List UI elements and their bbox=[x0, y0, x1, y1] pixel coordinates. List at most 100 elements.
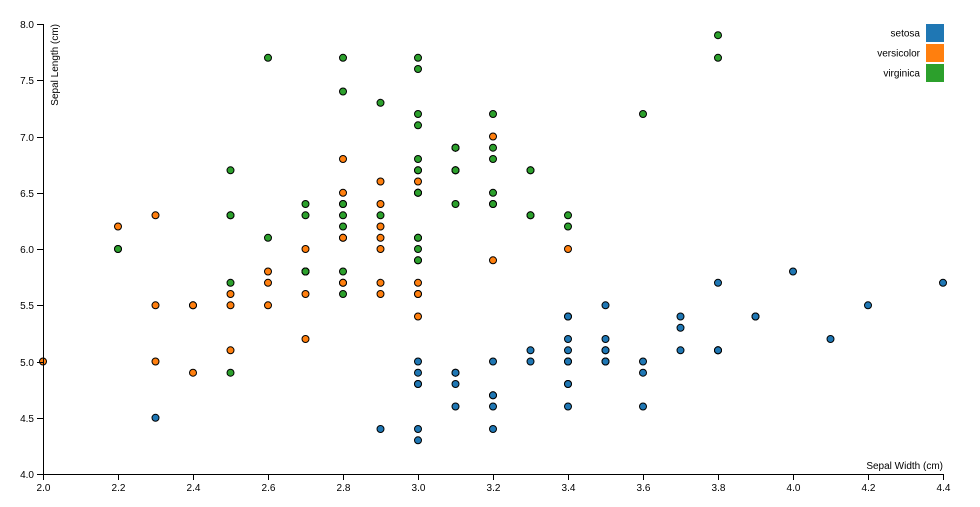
data-point-virginica bbox=[414, 233, 422, 242]
data-point-virginica bbox=[639, 110, 647, 118]
data-point-versicolor bbox=[301, 290, 310, 298]
data-point-virginica bbox=[564, 222, 572, 231]
data-point-virginica bbox=[414, 121, 422, 130]
data-point-setosa bbox=[489, 402, 497, 411]
data-point-setosa bbox=[676, 312, 685, 321]
x-tick-label: 2.0 bbox=[37, 483, 51, 494]
data-point-versicolor bbox=[226, 290, 235, 298]
data-point-setosa bbox=[789, 267, 797, 276]
data-point-setosa bbox=[939, 278, 947, 287]
data-point-virginica bbox=[489, 155, 497, 163]
data-point-virginica bbox=[414, 166, 422, 175]
data-point-versicolor bbox=[226, 301, 235, 310]
data-point-setosa bbox=[564, 335, 572, 343]
data-point-virginica bbox=[376, 211, 385, 220]
legend-swatch bbox=[926, 64, 944, 82]
data-point-setosa bbox=[414, 425, 422, 433]
data-point-virginica bbox=[414, 188, 422, 197]
data-point-versicolor bbox=[264, 278, 272, 287]
data-point-versicolor bbox=[339, 188, 347, 197]
data-point-virginica bbox=[226, 211, 235, 220]
data-point-setosa bbox=[414, 380, 422, 388]
data-point-virginica bbox=[264, 233, 272, 242]
data-point-versicolor bbox=[189, 301, 197, 310]
x-tick-label: 2.6 bbox=[262, 483, 276, 494]
x-tick-label: 3.8 bbox=[712, 483, 726, 494]
data-point-virginica bbox=[526, 211, 535, 220]
legend-item-versicolor: versicolor bbox=[877, 44, 944, 62]
y-tick-label: 5.0 bbox=[20, 358, 34, 369]
x-axis: 2.0 2.2 2.4 2.6 2.8 3.0 3.2 3.4 3.6 3.8 4.0 4.2 4.4 bbox=[37, 474, 951, 494]
data-point-virginica bbox=[339, 222, 347, 231]
data-point-setosa bbox=[526, 357, 535, 366]
data-point-virginica bbox=[301, 211, 310, 220]
data-point-setosa bbox=[489, 357, 497, 366]
data-point-versicolor bbox=[264, 267, 272, 276]
data-point-setosa bbox=[601, 335, 610, 343]
y-tick-label: 6.0 bbox=[20, 245, 34, 256]
legend-label: versicolor bbox=[877, 49, 920, 60]
data-point-setosa bbox=[639, 368, 647, 377]
y-tick-label: 4.0 bbox=[20, 470, 34, 481]
data-point-virginica bbox=[301, 200, 310, 208]
data-point-setosa bbox=[564, 357, 572, 366]
data-point-versicolor bbox=[189, 368, 197, 377]
data-point-virginica bbox=[451, 200, 460, 208]
data-point-setosa bbox=[601, 346, 610, 355]
legend-label: setosa bbox=[891, 29, 921, 40]
data-point-setosa bbox=[564, 402, 572, 411]
data-point-versicolor bbox=[114, 222, 122, 231]
data-point-virginica bbox=[226, 166, 235, 175]
data-point-virginica bbox=[414, 53, 422, 62]
data-point-setosa bbox=[151, 413, 160, 422]
data-point-setosa bbox=[414, 357, 422, 366]
data-point-virginica bbox=[339, 200, 347, 208]
data-point-virginica bbox=[301, 267, 310, 276]
legend-label: virginica bbox=[883, 69, 920, 80]
legend-swatch bbox=[926, 24, 944, 42]
data-point-setosa bbox=[451, 380, 460, 388]
data-point-versicolor bbox=[339, 233, 347, 242]
data-point-versicolor bbox=[376, 222, 385, 231]
data-point-setosa bbox=[826, 335, 835, 343]
data-point-virginica bbox=[414, 65, 422, 73]
x-tick-label: 3.4 bbox=[562, 483, 576, 494]
data-point-virginica bbox=[451, 143, 460, 152]
data-point-virginica bbox=[226, 368, 235, 377]
plot-points bbox=[39, 31, 947, 445]
data-point-setosa bbox=[451, 368, 460, 377]
data-point-versicolor bbox=[564, 245, 572, 253]
data-point-versicolor bbox=[414, 278, 422, 287]
x-axis-title: Sepal Width (cm) bbox=[866, 461, 943, 472]
data-point-versicolor bbox=[301, 335, 310, 343]
x-tick-label: 3.6 bbox=[637, 483, 651, 494]
data-point-virginica bbox=[226, 278, 235, 287]
data-point-virginica bbox=[339, 53, 347, 62]
data-point-virginica bbox=[414, 245, 422, 253]
data-point-setosa bbox=[601, 357, 610, 366]
data-point-virginica bbox=[414, 256, 422, 265]
data-point-versicolor bbox=[151, 357, 160, 366]
data-point-setosa bbox=[639, 357, 647, 366]
data-point-virginica bbox=[114, 245, 122, 253]
y-tick-label: 7.0 bbox=[20, 133, 34, 144]
data-point-virginica bbox=[526, 166, 535, 175]
data-point-virginica bbox=[564, 211, 572, 220]
data-point-versicolor bbox=[226, 346, 235, 355]
y-tick-label: 8.0 bbox=[20, 20, 34, 31]
x-tick-label: 3.2 bbox=[487, 483, 501, 494]
data-point-virginica bbox=[339, 211, 347, 220]
x-tick-label: 2.8 bbox=[337, 483, 351, 494]
data-point-virginica bbox=[339, 267, 347, 276]
data-point-virginica bbox=[264, 53, 272, 62]
data-point-versicolor bbox=[376, 233, 385, 242]
y-axis-title: Sepal Length (cm) bbox=[50, 24, 61, 106]
legend-item-setosa: setosa bbox=[891, 24, 944, 42]
data-point-virginica bbox=[489, 110, 497, 118]
data-point-virginica bbox=[414, 155, 422, 163]
x-tick-label: 2.4 bbox=[187, 483, 201, 494]
x-tick-label: 4.2 bbox=[862, 483, 876, 494]
data-point-virginica bbox=[489, 188, 497, 197]
legend: setosa versicolor virginica bbox=[877, 24, 944, 82]
